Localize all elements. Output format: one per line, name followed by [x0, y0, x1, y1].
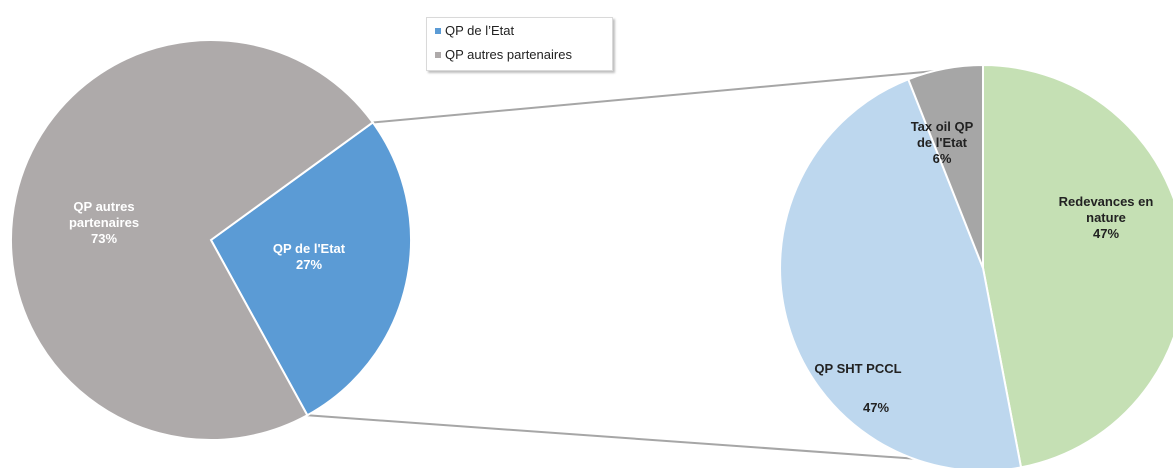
label-qp-etat: QP de l'Etat 27%: [273, 241, 346, 272]
label-redevances-en-nature: Redevances en nature 47%: [1059, 194, 1154, 241]
connector-lines: [307, 67, 1017, 467]
legend-swatch-etat: [435, 27, 441, 34]
slice-qp-sht-pccl: [779, 77, 1023, 468]
label-tax-oil: Tax oil QP de l'Etat 6%: [911, 119, 974, 166]
slice-qp-autres-partenaires: [10, 38, 375, 441]
legend-label-etat: QP de l’Etat: [445, 23, 515, 38]
legend-item-autres: QP autres partenaires: [435, 47, 572, 62]
main-pie: [10, 38, 412, 441]
label-qp-sht-pccl-value: 47%: [863, 400, 889, 415]
secondary-pie-labels: Redevances en nature 47% QP SHT PCCL 47% Tax …: [814, 119, 1153, 415]
connector-line-top: [372, 67, 969, 124]
slice-qp-de-l-etat: [209, 121, 412, 417]
connector-line-bottom: [307, 414, 1017, 467]
legend-label-autres: QP autres partenaires: [445, 47, 572, 62]
secondary-pie: [779, 63, 1173, 468]
label-qp-sht-pccl: QP SHT PCCL: [814, 361, 901, 376]
label-qp-autres-partenaires: QP autres partenaires 73%: [69, 199, 139, 246]
legend-swatch-autres: [435, 51, 441, 58]
legend-item-etat: QP de l’Etat: [435, 23, 514, 38]
slice-tax-oil-qp-de-l-etat: [906, 63, 984, 269]
main-pie-labels: QP de l'Etat 27% QP autres partenaires 73%: [69, 199, 346, 272]
chart-legend: QP de l’Etat QP autres partenaires: [426, 17, 613, 71]
slice-redevances-en-nature: [982, 63, 1173, 468]
